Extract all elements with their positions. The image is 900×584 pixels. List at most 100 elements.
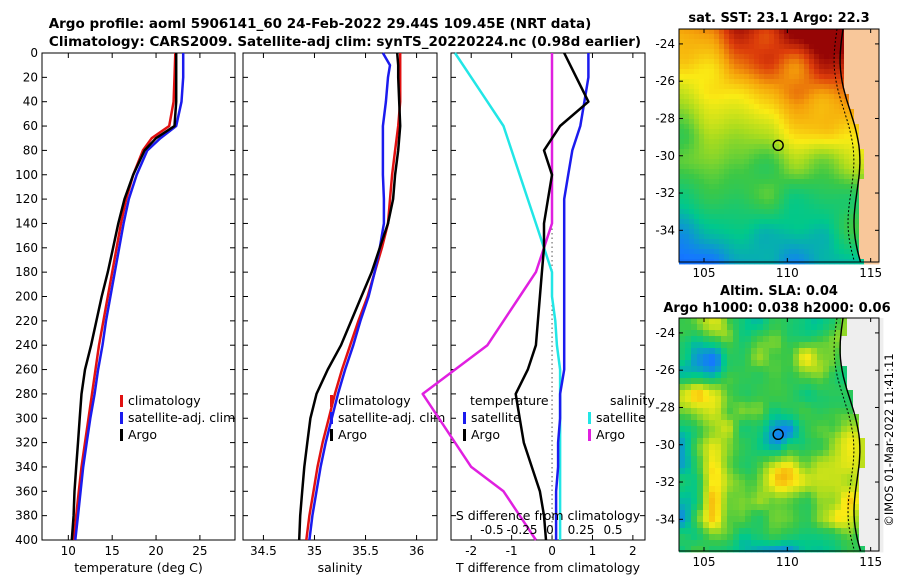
lat-tick-label: -34 xyxy=(655,223,675,237)
plot-area xyxy=(242,52,438,541)
map-frame xyxy=(678,317,880,552)
legend-satellite-adj-clim-swatch xyxy=(330,412,333,424)
x-tick-label: 1 xyxy=(589,544,597,558)
s-diff-tick-label: 0 xyxy=(546,523,554,537)
lon-tick-label: 115 xyxy=(859,266,882,280)
legend-climatology-swatch xyxy=(120,395,123,407)
legend-s-argo-swatch xyxy=(588,429,591,441)
x-tick-label: 36 xyxy=(409,544,424,558)
y-tick-label: 160 xyxy=(15,241,38,255)
coastline xyxy=(839,28,862,263)
y-tick-label: 100 xyxy=(15,168,38,182)
legend-climatology-swatch xyxy=(330,395,333,407)
lon-tick-label: 105 xyxy=(693,555,716,569)
y-tick-label: 320 xyxy=(15,436,38,450)
salinity-panel: 34.5 35 35.5 36 salinity climatology satellite… xyxy=(242,52,445,575)
temperature-panel: 0 20 40 60 80 100 120 140 160 180 200 220 240 260 280 3… xyxy=(15,46,236,575)
y-tick-label: 380 xyxy=(15,509,38,523)
y-tick-label: 300 xyxy=(15,411,38,425)
series-s-argo-line xyxy=(421,53,554,541)
x-tick-label: 35.5 xyxy=(352,544,379,558)
x-tick-label: 35 xyxy=(307,544,322,558)
y-tick-label: 400 xyxy=(15,533,38,547)
y-tick-label: 40 xyxy=(23,95,38,109)
series-t-satellite-line xyxy=(554,53,590,540)
x-tick-label: 0 xyxy=(548,544,556,558)
x-tick-label: 2 xyxy=(629,544,637,558)
sst-map-panel: -24 -26 -28 -30 -32 -34 105 110 115 sat. SST: 23.… xyxy=(655,11,882,280)
x-axis-label: salinity xyxy=(318,560,363,575)
difference-panel: -2 -1 0 1 2 T difference from climatology temp… xyxy=(421,52,655,575)
plot-area xyxy=(450,52,646,541)
legend-satellite-adj-clim-label: satellite-adj. clim xyxy=(128,410,235,425)
plot-area xyxy=(41,52,236,541)
lat-tick-label: -34 xyxy=(655,512,675,526)
argo-profile-marker xyxy=(772,139,784,152)
x-axis-label: T difference from climatology xyxy=(455,560,641,575)
y-tick-label: 280 xyxy=(15,387,38,401)
legend-t-satellite-swatch xyxy=(463,412,466,424)
lat-tick-label: -26 xyxy=(655,74,675,88)
x-tick-label: 25 xyxy=(192,544,207,558)
sla-map-title-line1: Altim. SLA: 0.04 xyxy=(720,284,838,299)
legend-salinity-heading: salinity xyxy=(610,393,655,408)
coastline xyxy=(839,317,862,552)
x-tick-label: -2 xyxy=(465,544,477,558)
lat-tick-label: -32 xyxy=(655,475,675,489)
shelf-contour xyxy=(833,317,855,552)
figure-title-line2: Climatology: CARS2009. Satellite-adj cli… xyxy=(49,34,641,50)
sst-field-cells xyxy=(679,29,880,265)
series-satellite-adj-clim-line xyxy=(74,53,185,541)
s-diff-tick-label: 0.5 xyxy=(603,523,622,537)
y-tick-label: 80 xyxy=(23,143,38,157)
legend-t-argo-label: Argo xyxy=(471,427,500,442)
series-climatology-line xyxy=(72,52,177,541)
s-difference-axis-label: S difference from climatology xyxy=(456,508,641,523)
lat-tick-label: -32 xyxy=(655,186,675,200)
lat-tick-label: -30 xyxy=(655,149,675,163)
x-tick-label: 15 xyxy=(105,544,120,558)
series-satellite-adj-clim-line xyxy=(308,52,392,541)
sla-map-panel: -24 -26 -28 -30 -32 -34 105 110 115 Altim. SLA: 0… xyxy=(655,284,890,569)
lat-tick-label: -24 xyxy=(655,326,675,340)
s-diff-tick-label: -0.25 xyxy=(506,523,537,537)
legend-s-satellite-swatch xyxy=(588,412,591,424)
lon-tick-label: 115 xyxy=(859,555,882,569)
lat-tick-label: -28 xyxy=(655,111,675,125)
series-argo-line xyxy=(70,53,178,541)
lat-tick-label: -26 xyxy=(655,363,675,377)
lat-tick-label: -30 xyxy=(655,438,675,452)
x-axis-label: temperature (deg C) xyxy=(74,560,203,575)
y-tick-label: 220 xyxy=(15,314,38,328)
y-tick-label: 120 xyxy=(15,192,38,206)
x-tick-label: 10 xyxy=(61,544,76,558)
y-tick-label: 260 xyxy=(15,363,38,377)
sla-map-title-line2: Argo h1000: 0.038 h2000: 0.06 xyxy=(663,301,890,316)
imos-timestamp: ©IMOS 01-Mar-2022 11:41:11 xyxy=(882,353,896,526)
lon-tick-label: 105 xyxy=(693,266,716,280)
y-tick-label: 240 xyxy=(15,338,38,352)
legend-satellite-adj-clim-label: satellite-adj. clim xyxy=(338,410,445,425)
shelf-contour xyxy=(833,28,855,263)
y-tick-label: 340 xyxy=(15,460,38,474)
y-tick-label: 20 xyxy=(23,70,38,84)
y-tick-label: 200 xyxy=(15,290,38,304)
figure-title-line1: Argo profile: aoml 5906141_60 24-Feb-202… xyxy=(49,16,592,32)
legend-t-satellite-label: satellite xyxy=(471,410,521,425)
sst-map-title: sat. SST: 23.1 Argo: 22.3 xyxy=(688,11,869,26)
x-tick-label: -1 xyxy=(506,544,518,558)
legend-argo-label: Argo xyxy=(128,427,157,442)
sla-field-cells xyxy=(679,318,884,553)
y-tick-label: 60 xyxy=(23,119,38,133)
argo-profile-marker xyxy=(772,428,784,441)
y-tick-label: 140 xyxy=(15,216,38,230)
legend-s-argo-label: Argo xyxy=(596,427,625,442)
map-frame xyxy=(678,28,880,263)
lat-tick-label: -28 xyxy=(655,400,675,414)
s-diff-tick-label: -0.5 xyxy=(480,523,503,537)
legend-satellite-adj-clim-swatch xyxy=(120,412,123,424)
y-tick-label: 180 xyxy=(15,265,38,279)
x-tick-label: 20 xyxy=(148,544,163,558)
y-tick-label: 0 xyxy=(30,46,38,60)
